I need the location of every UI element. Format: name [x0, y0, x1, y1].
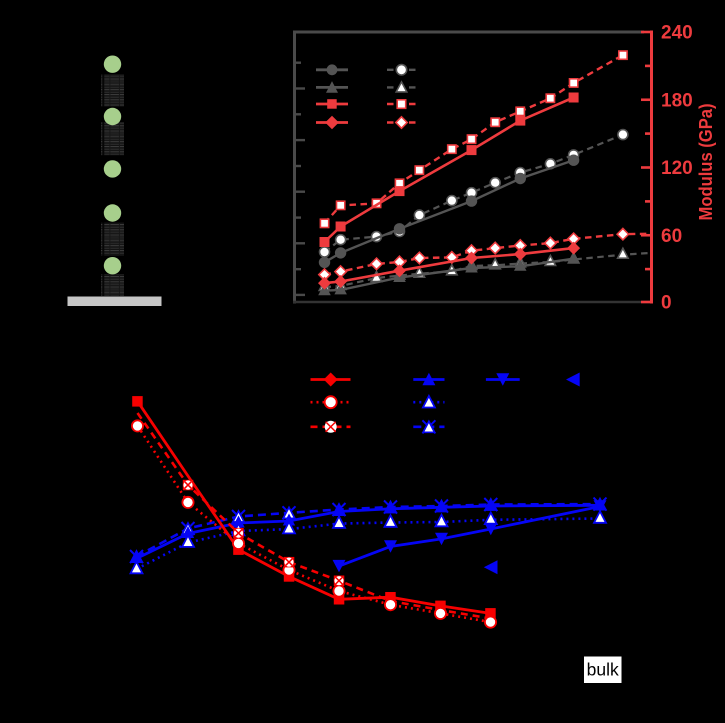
svg-text:bulk: bulk	[587, 660, 619, 680]
svg-text:60: 60	[661, 226, 682, 247]
svg-text:240: 240	[661, 23, 693, 44]
svg-text:0: 0	[661, 293, 672, 314]
svg-text:180: 180	[661, 90, 693, 111]
svg-text:Modulus (GPa): Modulus (GPa)	[696, 104, 716, 221]
svg-text:120: 120	[661, 158, 693, 179]
